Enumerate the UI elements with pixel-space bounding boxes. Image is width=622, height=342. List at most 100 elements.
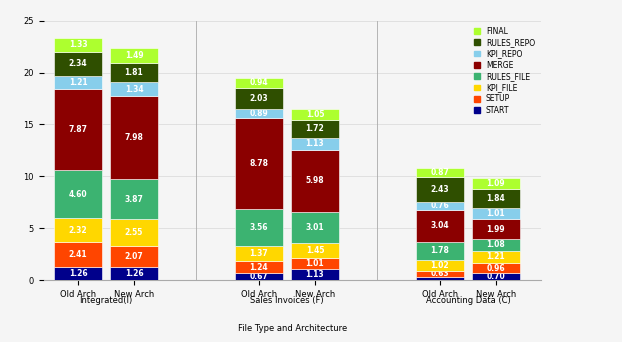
- Bar: [416, 210, 463, 241]
- Bar: [54, 52, 102, 76]
- Text: 1.21: 1.21: [486, 252, 505, 261]
- Text: 3.04: 3.04: [430, 221, 449, 230]
- Bar: [54, 242, 102, 267]
- Bar: [110, 246, 158, 267]
- Text: 2.03: 2.03: [249, 94, 268, 103]
- Text: 1.09: 1.09: [486, 179, 505, 188]
- Text: 4.60: 4.60: [68, 190, 87, 199]
- Text: 5.98: 5.98: [305, 176, 324, 185]
- Bar: [54, 38, 102, 52]
- Bar: [110, 267, 158, 280]
- Bar: [54, 170, 102, 218]
- Text: 1.81: 1.81: [124, 68, 144, 77]
- Bar: [110, 63, 158, 82]
- Bar: [54, 218, 102, 242]
- Text: 2.34: 2.34: [68, 59, 87, 68]
- Text: 1.26: 1.26: [68, 269, 87, 278]
- Bar: [416, 241, 463, 260]
- Text: 1.84: 1.84: [486, 194, 505, 203]
- Text: 0.94: 0.94: [249, 78, 268, 87]
- Text: 0.67: 0.67: [249, 273, 268, 281]
- Text: 3.87: 3.87: [124, 195, 144, 204]
- Bar: [291, 109, 338, 120]
- Bar: [472, 273, 519, 280]
- Text: 2.07: 2.07: [124, 252, 144, 261]
- Text: 0.87: 0.87: [430, 168, 449, 177]
- Bar: [291, 212, 338, 243]
- Text: 3.56: 3.56: [249, 223, 268, 232]
- Text: 1.99: 1.99: [486, 225, 505, 234]
- Bar: [416, 177, 463, 202]
- Bar: [110, 179, 158, 219]
- Text: 2.43: 2.43: [430, 185, 449, 194]
- Bar: [235, 88, 282, 109]
- Text: 1.37: 1.37: [249, 249, 268, 258]
- Text: 1.26: 1.26: [124, 269, 143, 278]
- Bar: [235, 246, 282, 261]
- Text: 7.98: 7.98: [124, 133, 144, 142]
- Bar: [235, 209, 282, 246]
- Bar: [291, 150, 338, 212]
- Bar: [472, 219, 519, 239]
- Text: 1.72: 1.72: [305, 124, 324, 133]
- Text: 1.08: 1.08: [486, 240, 505, 249]
- Text: 1.49: 1.49: [124, 51, 143, 60]
- Bar: [416, 277, 463, 280]
- Text: 7.87: 7.87: [68, 125, 88, 134]
- Bar: [291, 243, 338, 258]
- Bar: [416, 168, 463, 177]
- Text: 1.34: 1.34: [124, 84, 143, 94]
- Bar: [291, 138, 338, 150]
- Text: 1.24: 1.24: [249, 263, 268, 272]
- Bar: [54, 267, 102, 280]
- Text: 0.96: 0.96: [486, 264, 505, 273]
- Bar: [416, 271, 463, 277]
- Text: 0.70: 0.70: [486, 272, 505, 281]
- Text: 1.05: 1.05: [305, 110, 324, 119]
- Text: 8.78: 8.78: [249, 159, 269, 168]
- Bar: [235, 109, 282, 118]
- Bar: [472, 239, 519, 251]
- Text: 2.41: 2.41: [68, 250, 87, 259]
- Bar: [235, 274, 282, 280]
- Text: 0.89: 0.89: [249, 109, 268, 118]
- Bar: [472, 263, 519, 273]
- Bar: [54, 89, 102, 170]
- Bar: [291, 258, 338, 269]
- Text: 3.01: 3.01: [305, 223, 324, 232]
- Bar: [235, 78, 282, 88]
- Bar: [54, 76, 102, 89]
- Bar: [235, 118, 282, 209]
- Text: 1.21: 1.21: [68, 78, 87, 87]
- Text: 0.76: 0.76: [430, 201, 449, 210]
- Bar: [110, 48, 158, 63]
- Bar: [235, 261, 282, 274]
- Bar: [291, 120, 338, 138]
- Bar: [291, 269, 338, 280]
- Text: 1.78: 1.78: [430, 246, 449, 255]
- Legend: FINAL, RULES_REPO, KPI_REPO, MERGE, RULES_FILE, KPI_FILE, SETUP, START: FINAL, RULES_REPO, KPI_REPO, MERGE, RULE…: [471, 24, 537, 117]
- Text: Accounting Data (C): Accounting Data (C): [425, 296, 510, 305]
- Text: 1.01: 1.01: [305, 259, 324, 268]
- X-axis label: File Type and Architecture: File Type and Architecture: [238, 324, 347, 333]
- Text: 0.63: 0.63: [430, 269, 449, 278]
- Text: 1.13: 1.13: [305, 270, 324, 279]
- Text: 2.32: 2.32: [68, 226, 87, 235]
- Text: 2.55: 2.55: [125, 228, 143, 237]
- Bar: [472, 251, 519, 263]
- Bar: [472, 178, 519, 189]
- Text: 1.45: 1.45: [305, 246, 324, 255]
- Text: 1.33: 1.33: [68, 40, 87, 49]
- Text: 1.13: 1.13: [305, 139, 324, 148]
- Bar: [110, 96, 158, 179]
- Bar: [110, 219, 158, 246]
- Bar: [472, 189, 519, 208]
- Text: 1.02: 1.02: [430, 261, 449, 270]
- Bar: [110, 82, 158, 96]
- Bar: [472, 208, 519, 219]
- Text: Sales Invoices (F): Sales Invoices (F): [250, 296, 324, 305]
- Text: Integrated(I): Integrated(I): [80, 296, 132, 305]
- Bar: [416, 202, 463, 210]
- Bar: [416, 260, 463, 271]
- Text: 1.01: 1.01: [486, 209, 505, 218]
